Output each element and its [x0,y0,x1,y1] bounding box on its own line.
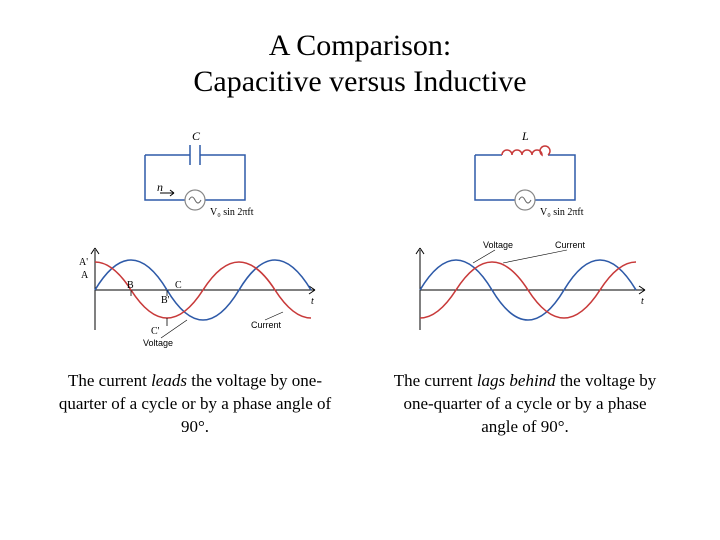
capacitive-current-label: Current [251,320,282,330]
inductor-label: L [521,130,529,143]
inductive-graph: t Voltage Current [395,230,655,350]
inductive-circuit: L V₀ sin 2πft [435,130,615,220]
svg-text:t: t [311,296,314,307]
inductive-panel: L V₀ sin 2πft t Voltage [375,130,675,439]
title-line-2: Capacitive versus Inductive [193,65,526,98]
capacitive-circuit: C V₀ sin 2πft n [105,130,285,220]
inductive-voltage-label: Voltage [483,240,513,250]
inductive-source-formula: V₀ sin 2πft [540,207,584,218]
svg-text:n: n [157,180,163,194]
capacitive-voltage-label: Voltage [143,338,173,348]
title-line-1: A Comparison: [269,29,452,62]
capacitive-graph: t A' A B B' C' C Voltage Current [65,230,325,350]
svg-text:C': C' [151,326,160,337]
inductive-current-label: Current [555,240,586,250]
capacitive-panel: C V₀ sin 2πft n t [45,130,345,439]
main-title: A Comparison: Capacitive versus Inductiv… [0,0,720,100]
panel-container: C V₀ sin 2πft n t [0,130,720,439]
capacitive-source-formula: V₀ sin 2πft [210,207,254,218]
svg-text:A: A [81,270,89,281]
svg-text:C: C [175,280,182,291]
capacitor-label: C [192,130,201,143]
svg-text:A': A' [79,257,88,268]
svg-text:B': B' [161,295,170,306]
svg-text:B: B [127,280,134,291]
capacitive-caption: The current leads the voltage by one-qua… [45,370,345,439]
svg-text:t: t [641,296,644,307]
inductive-caption: The current lags behind the voltage by o… [375,370,675,439]
